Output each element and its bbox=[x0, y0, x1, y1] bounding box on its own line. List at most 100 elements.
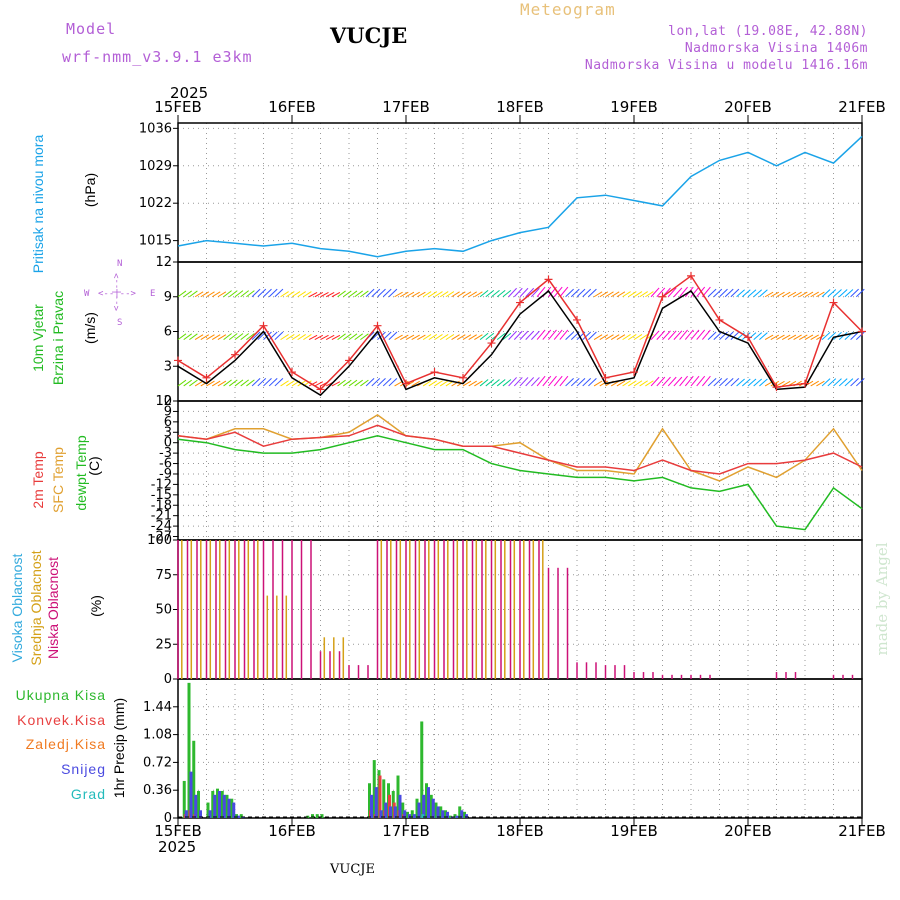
legend-hail: Grad bbox=[70, 786, 106, 802]
wind-barb bbox=[439, 333, 449, 341]
wind-barb bbox=[468, 291, 477, 298]
wind-barb bbox=[228, 333, 238, 341]
wind-barb bbox=[622, 291, 631, 298]
total-rain-bar bbox=[235, 814, 238, 818]
wind-barb bbox=[793, 291, 802, 298]
wind-barb bbox=[439, 380, 449, 387]
y-tick-label: 6 bbox=[164, 415, 172, 430]
total-rain-bar bbox=[453, 814, 457, 818]
wind-barb bbox=[753, 332, 763, 340]
wind-barb bbox=[690, 329, 700, 340]
wind-barb bbox=[810, 380, 819, 387]
meteogram-label: Meteogram bbox=[520, 0, 616, 19]
wind-barb bbox=[759, 332, 768, 340]
wind-barb bbox=[531, 287, 540, 298]
wind-barb bbox=[337, 379, 346, 387]
wind-barb bbox=[274, 288, 284, 298]
wind-barb bbox=[799, 334, 808, 341]
total-rain-bar bbox=[206, 802, 210, 818]
wind-barb bbox=[360, 379, 369, 387]
wind-barb bbox=[741, 378, 751, 387]
wind-barb bbox=[804, 334, 814, 341]
wind-barb bbox=[741, 289, 751, 298]
wind-barb bbox=[844, 289, 854, 298]
wind-barb bbox=[365, 377, 375, 387]
snow-bar bbox=[379, 810, 383, 818]
compass-s-label: S bbox=[117, 318, 123, 328]
y-tick-label: 3 bbox=[164, 425, 172, 440]
wind-barb bbox=[753, 378, 763, 387]
wind-barb bbox=[217, 291, 227, 298]
wind-barb bbox=[434, 291, 443, 298]
wind-barb bbox=[485, 289, 495, 298]
wind-barb bbox=[257, 288, 267, 298]
wind-gust-marker bbox=[231, 350, 239, 359]
wind-barb bbox=[707, 377, 717, 387]
wind-barb bbox=[565, 288, 574, 298]
wind-barb bbox=[240, 290, 250, 298]
wind-barb bbox=[246, 379, 255, 387]
wind-barb bbox=[673, 330, 683, 340]
wind-barb bbox=[770, 291, 780, 298]
model-name: wrf-nmm_v3.9.1 e3km bbox=[62, 48, 253, 66]
wind-barb bbox=[776, 291, 785, 298]
wind-barb bbox=[263, 331, 272, 340]
wind-barb bbox=[616, 334, 626, 341]
wind-barb bbox=[451, 291, 460, 298]
wind-barb bbox=[713, 377, 723, 387]
total-rain-bar bbox=[415, 798, 419, 818]
wind-barb bbox=[553, 329, 563, 340]
convective-rain-bar bbox=[378, 775, 382, 818]
wind-barb bbox=[610, 380, 620, 387]
legend-snow: Snijeg bbox=[61, 761, 106, 777]
snow-bar bbox=[408, 814, 411, 818]
wind-barb bbox=[593, 334, 603, 341]
wind-barb bbox=[183, 290, 192, 298]
y-tick-label: -24 bbox=[151, 519, 172, 534]
y-tick-label: 1015 bbox=[139, 234, 172, 249]
y-tick-label: -3 bbox=[159, 446, 172, 461]
total-rain-bar bbox=[211, 790, 215, 818]
wind-barb bbox=[286, 333, 295, 341]
wind-barb bbox=[206, 380, 215, 387]
y-tick-label: -12 bbox=[151, 477, 172, 492]
wind-barb bbox=[382, 288, 392, 298]
wind-barb bbox=[183, 333, 192, 341]
wind-barb bbox=[536, 286, 546, 298]
snow-bar bbox=[427, 787, 430, 818]
wind-barb bbox=[400, 291, 409, 298]
wind-barb bbox=[536, 375, 546, 387]
snow-bar bbox=[384, 802, 388, 818]
wind-barb bbox=[223, 379, 232, 387]
wind-barb bbox=[719, 377, 728, 387]
y-tick-label: 9 bbox=[164, 290, 172, 305]
wind-barb bbox=[194, 291, 204, 298]
legend-freezing-rain: Zaledj.Kisa bbox=[25, 736, 106, 752]
wind-barb bbox=[354, 333, 363, 341]
wind-barb bbox=[690, 375, 700, 387]
wind-barb bbox=[360, 333, 369, 341]
y-tick-label: 1029 bbox=[139, 159, 172, 174]
total-rain-bar bbox=[410, 810, 414, 818]
wind-barb bbox=[679, 286, 688, 298]
wind-barb bbox=[428, 380, 438, 387]
dewpoint-line bbox=[177, 435, 863, 531]
legend-total-rain: Ukupna Kisa bbox=[15, 687, 106, 703]
snow-bar bbox=[431, 798, 435, 818]
y-tick-label: 0 bbox=[164, 672, 172, 687]
wind-barb bbox=[417, 334, 426, 341]
wind-barb bbox=[804, 291, 814, 298]
wind-barb bbox=[616, 291, 626, 298]
y-tick-label: 50 bbox=[155, 603, 172, 618]
wind-barb bbox=[713, 331, 723, 340]
wind-barb bbox=[303, 291, 312, 298]
wind-barb bbox=[850, 288, 859, 298]
wind-barb bbox=[314, 381, 324, 387]
wind-gust-marker bbox=[544, 275, 553, 284]
y-tick-label: 0 bbox=[164, 394, 172, 409]
wind-barb bbox=[855, 288, 865, 298]
wind-barb bbox=[240, 333, 250, 341]
wind-barb bbox=[211, 291, 221, 298]
wind-barb bbox=[633, 380, 643, 387]
wind-barb bbox=[297, 291, 306, 298]
